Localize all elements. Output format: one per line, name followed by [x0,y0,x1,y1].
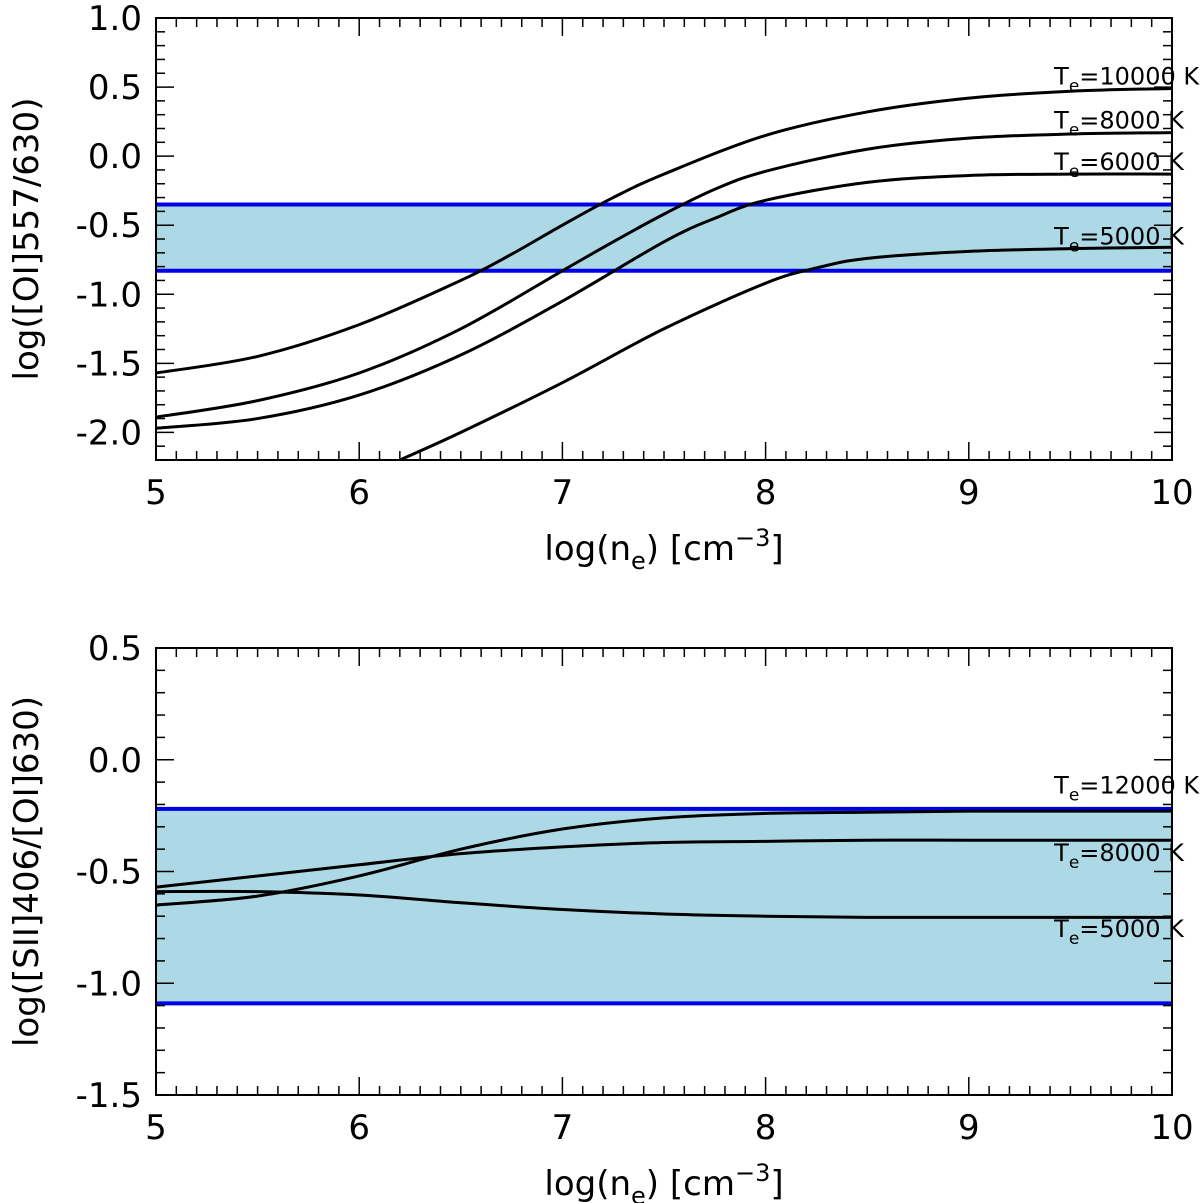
y-tick-label: -2.0 [76,413,142,453]
curve-label: Te=5000 K [1053,223,1185,257]
y-tick-label: -1.0 [76,964,142,1004]
x-tick-label: 9 [958,473,980,513]
x-tick-label: 8 [755,473,777,513]
y-tick-label: -0.5 [76,206,142,246]
bottom-panel: Te=12000 KTe=8000 KTe=5000 K5 6 7 8 9 100.50.… [7,629,1200,1203]
x-tick-label: 10 [1150,473,1193,513]
series-line [399,245,1172,460]
curve-label: Te=10000 K [1053,62,1200,96]
curve-label: Te=6000 K [1053,148,1185,182]
x-axis-label: log(ne) [cm−3] [544,1159,783,1203]
y-tick-label: -1.5 [76,1076,142,1116]
x-tick-label: 6 [348,473,370,513]
series-line [156,172,1172,430]
y-tick-label: 1.0 [88,0,142,39]
top-panel: Te=10000 K Te=8000 K Te=6000 K Te=5000 K 5 6 7… [7,0,1200,575]
x-tick-label: 9 [958,1108,980,1148]
curve-label: Te=8000 K [1053,839,1185,873]
y-tick-label: 0.0 [88,741,142,781]
band-fill [156,808,1172,1004]
y-axis-label: log([OI]557/630) [7,98,47,381]
x-tick-label: 10 [1150,1108,1193,1148]
y-axis-label: log([SII]406/[OI]630) [7,696,47,1047]
x-tick-label: 5 [145,473,167,513]
x-tick-label: 6 [348,1108,370,1148]
y-tick-label: 0.5 [88,629,142,669]
x-tick-label: 7 [552,473,574,513]
y-tick-label: 0.5 [88,68,142,108]
series-line [156,131,1172,419]
series-line [156,86,1172,375]
x-axis-label: log(ne) [cm−3] [544,524,783,575]
curve-label: Te=8000 K [1053,107,1185,141]
curve-label: Te=12000 K [1053,772,1200,806]
x-tick-label: 8 [755,1108,777,1148]
x-tick-label: 7 [552,1108,574,1148]
series-line [156,889,1172,919]
y-tick-label: -1.0 [76,275,142,315]
x-tick-label: 5 [145,1108,167,1148]
y-tick-label: 0.0 [88,137,142,177]
series-line [156,838,1172,889]
series-line [156,809,1172,907]
y-tick-label: -1.5 [76,344,142,384]
y-tick-label: -0.5 [76,853,142,893]
